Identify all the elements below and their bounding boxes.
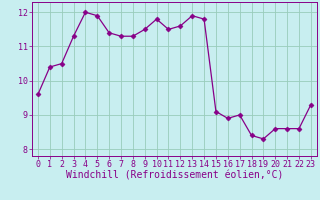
X-axis label: Windchill (Refroidissement éolien,°C): Windchill (Refroidissement éolien,°C) (66, 171, 283, 181)
